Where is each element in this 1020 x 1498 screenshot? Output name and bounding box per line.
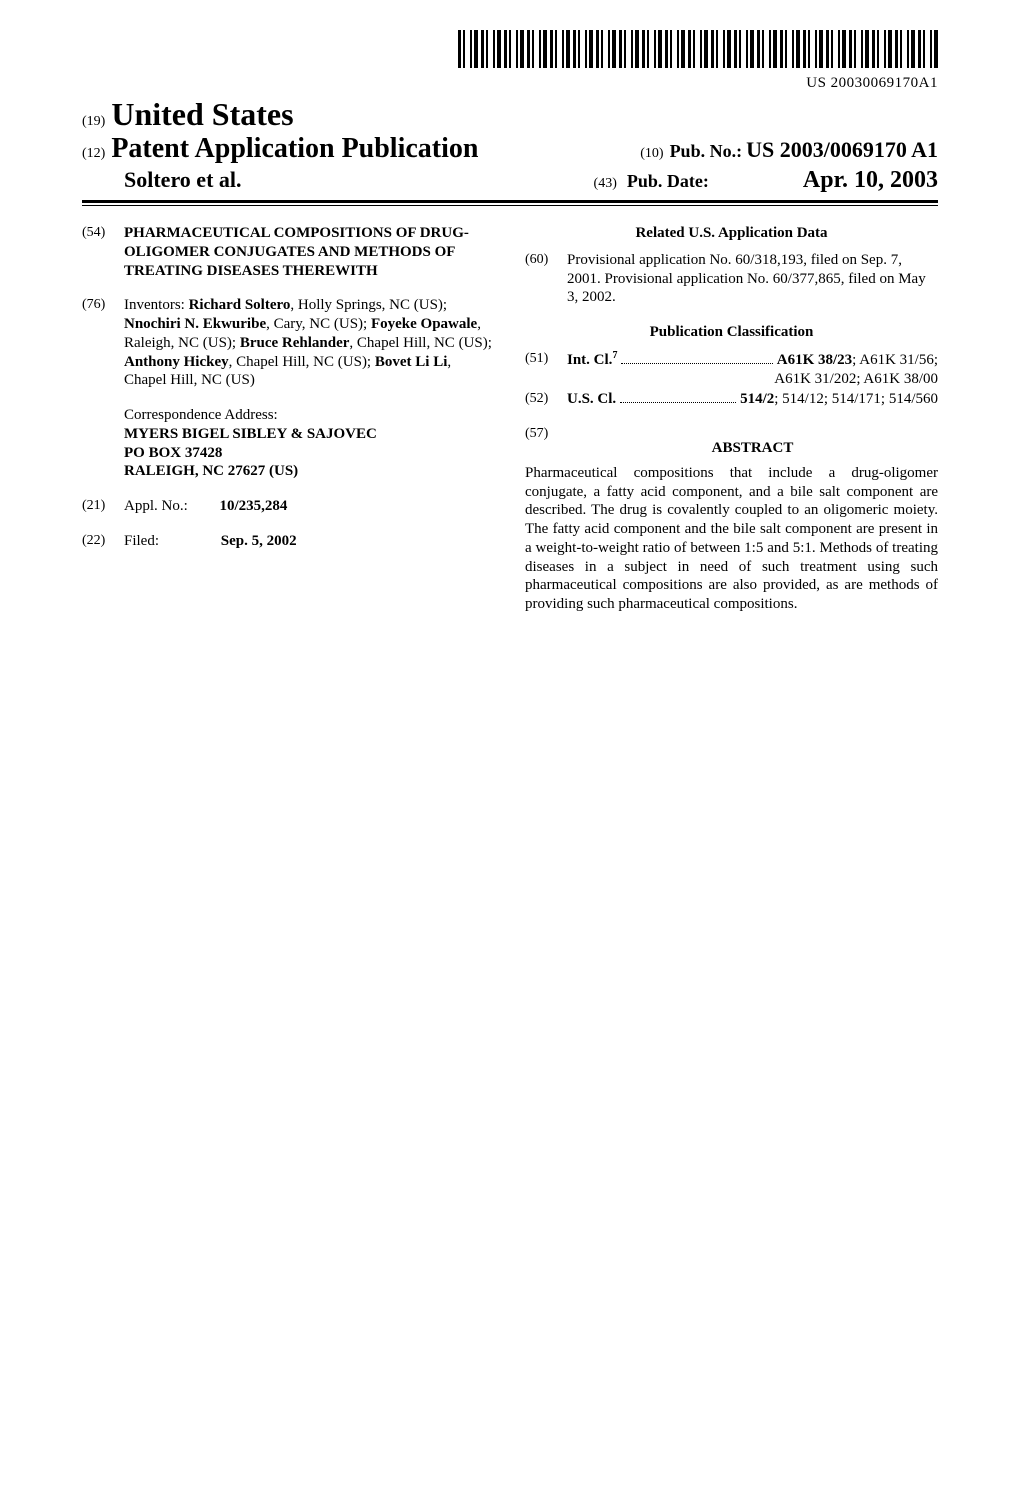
doc-type-block: (12) Patent Application Publication [82, 133, 478, 165]
doc-type: Patent Application Publication [111, 133, 478, 165]
inventor-name: Richard Soltero [189, 297, 291, 313]
content-columns: (54) PHARMACEUTICAL COMPOSITIONS OF DRUG… [82, 224, 938, 614]
abstract-code: (57) [525, 425, 567, 464]
pub-date-value: Apr. 10, 2003 [803, 167, 938, 193]
country-row: (19) United States [82, 96, 938, 133]
pub-no-value: US 2003/0069170 A1 [746, 137, 938, 163]
correspondence-line-3: RALEIGH, NC 27627 (US) [124, 462, 495, 481]
provisional-entry: (60) Provisional application No. 60/318,… [525, 251, 938, 307]
filed-code: (22) [82, 532, 124, 551]
inventor-location: , Cary, NC (US); [266, 316, 371, 332]
uscl-line: U.S. Cl. 514/2; 514/12; 514/171; 514/560 [567, 390, 938, 409]
abstract-heading: ABSTRACT [567, 439, 938, 458]
patent-page: US 20030069170A1 (19) United States (12)… [0, 0, 1020, 614]
title-code: (54) [82, 224, 124, 280]
country-name: United States [111, 96, 293, 133]
appl-value: 10/235,284 [220, 498, 288, 514]
uscl-code: (52) [525, 390, 567, 409]
inventor-location: , Holly Springs, NC (US); [290, 297, 447, 313]
appl-body: Appl. No.: 10/235,284 [124, 497, 495, 516]
barcode-number: US 20030069170A1 [82, 75, 938, 92]
intcl-body: Int. Cl.7 A61K 38/23; A61K 31/56; A61K 3… [567, 350, 938, 389]
intcl-values-1: A61K 38/23; A61K 31/56; [777, 351, 938, 370]
intcl-entry: (51) Int. Cl.7 A61K 38/23; A61K 31/56; A… [525, 350, 938, 389]
inventor-name: Nnochiri N. Ekwuribe [124, 316, 266, 332]
author-name: Soltero et al. [124, 167, 242, 193]
intcl-code: (51) [525, 350, 567, 389]
divider-thin [82, 205, 938, 206]
correspondence-line-2: PO BOX 37428 [124, 444, 495, 463]
abstract-text: Pharmaceutical compositions that include… [525, 464, 938, 614]
filed-body: Filed: Sep. 5, 2002 [124, 532, 495, 551]
divider-thick [82, 200, 938, 203]
filed-entry: (22) Filed: Sep. 5, 2002 [82, 532, 495, 551]
publication-row: (12) Patent Application Publication (10)… [82, 133, 938, 165]
pub-date-code: (43) [594, 176, 617, 191]
inventors-label: Inventors: [124, 297, 185, 313]
inventor-location: , Chapel Hill, NC (US); [349, 335, 492, 351]
inventors-body: Inventors: Richard Soltero, Holly Spring… [124, 296, 495, 390]
inventors-code: (76) [82, 296, 124, 390]
uscl-label: U.S. Cl. [567, 390, 616, 409]
intcl-line1: Int. Cl.7 A61K 38/23; A61K 31/56; [567, 350, 938, 370]
author-date-row: Soltero et al. (43) Pub. Date: Apr. 10, … [82, 167, 938, 194]
uscl-entry: (52) U.S. Cl. 514/2; 514/12; 514/171; 51… [525, 390, 938, 409]
correspondence-line-1: MYERS BIGEL SIBLEY & SAJOVEC [124, 425, 495, 444]
filed-label: Filed: [124, 533, 159, 549]
country-code: (19) [82, 114, 105, 130]
correspondence-block: Correspondence Address: MYERS BIGEL SIBL… [124, 406, 495, 481]
prov-code: (60) [525, 251, 567, 307]
pub-date-block: (43) Pub. Date: Apr. 10, 2003 [594, 167, 938, 194]
inventor-name: Bovet Li Li [375, 354, 448, 370]
title-entry: (54) PHARMACEUTICAL COMPOSITIONS OF DRUG… [82, 224, 495, 280]
inventor-name: Bruce Rehlander [240, 335, 350, 351]
inventor-name: Foyeke Opawale [371, 316, 477, 332]
dot-fill [621, 362, 772, 364]
inventors-entry: (76) Inventors: Richard Soltero, Holly S… [82, 296, 495, 390]
appl-label: Appl. No.: [124, 498, 188, 514]
pub-no-label: Pub. No.: [670, 141, 743, 162]
invention-title: PHARMACEUTICAL COMPOSITIONS OF DRUG-OLIG… [124, 224, 495, 280]
pub-no-code: (10) [640, 146, 663, 162]
barcode-graphic [458, 30, 938, 68]
appl-no-entry: (21) Appl. No.: 10/235,284 [82, 497, 495, 516]
uscl-values: 514/2; 514/12; 514/171; 514/560 [740, 390, 938, 409]
related-heading: Related U.S. Application Data [525, 224, 938, 243]
abstract-body: ABSTRACT [567, 425, 938, 464]
intcl-line2: A61K 31/202; A61K 38/00 [567, 370, 938, 389]
abstract-entry: (57) ABSTRACT [525, 425, 938, 464]
left-column: (54) PHARMACEUTICAL COMPOSITIONS OF DRUG… [82, 224, 495, 614]
doc-code: (12) [82, 146, 105, 162]
appl-code: (21) [82, 497, 124, 516]
inventor-location: , Chapel Hill, NC (US); [229, 354, 375, 370]
prov-text: Provisional application No. 60/318,193, … [567, 251, 938, 307]
filed-value: Sep. 5, 2002 [221, 533, 297, 549]
classification-heading: Publication Classification [525, 323, 938, 342]
barcode-area: US 20030069170A1 [82, 30, 938, 92]
right-column: Related U.S. Application Data (60) Provi… [525, 224, 938, 614]
pub-date-label: Pub. Date: [627, 171, 709, 191]
dot-fill [620, 401, 736, 403]
uscl-body: U.S. Cl. 514/2; 514/12; 514/171; 514/560 [567, 390, 938, 409]
pub-no-block: (10) Pub. No.: US 2003/0069170 A1 [640, 137, 938, 163]
correspondence-label: Correspondence Address: [124, 406, 495, 425]
inventor-name: Anthony Hickey [124, 354, 229, 370]
intcl-label: Int. Cl.7 [567, 350, 617, 370]
